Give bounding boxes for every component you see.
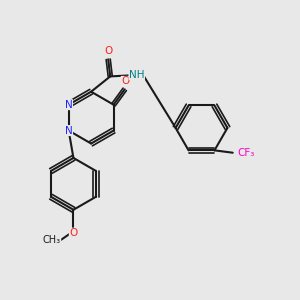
Text: CF₃: CF₃ [237, 148, 255, 158]
Text: O: O [69, 228, 78, 238]
Text: O: O [104, 46, 112, 56]
Text: NH: NH [129, 70, 145, 80]
Text: N: N [65, 126, 73, 136]
Text: CH₃: CH₃ [43, 235, 61, 245]
Text: O: O [121, 76, 130, 86]
Text: N: N [65, 100, 73, 110]
